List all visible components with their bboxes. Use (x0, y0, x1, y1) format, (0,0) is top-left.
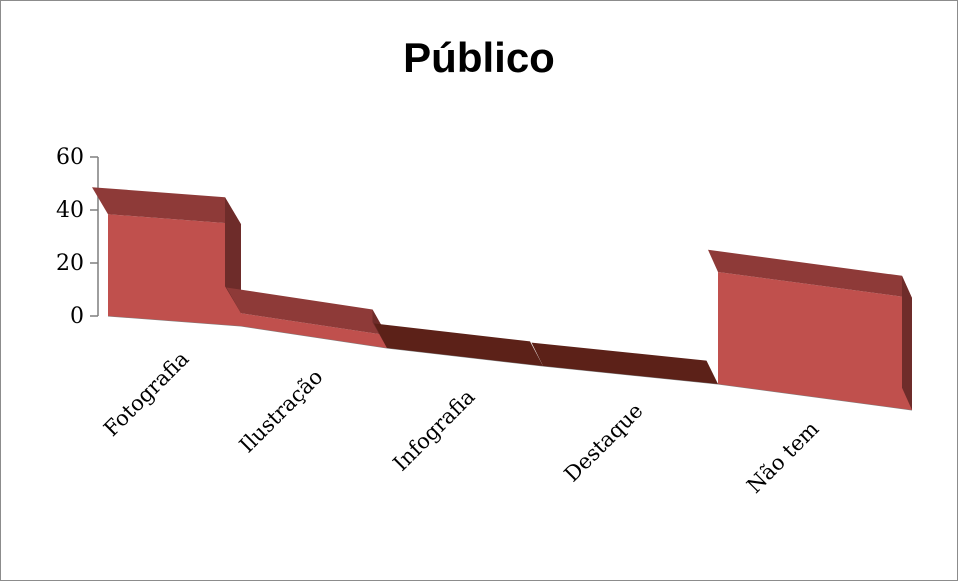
x-tick-label: Não tem (742, 417, 823, 498)
chart-title: Público (403, 34, 555, 81)
x-tick-label: Fotografia (99, 347, 194, 442)
bar-floor (531, 342, 718, 384)
bar-front (241, 313, 387, 348)
bar-ilustra-o (226, 287, 387, 348)
bar-floor (374, 323, 543, 366)
bar-infografia (374, 323, 543, 366)
bar-top (92, 187, 241, 225)
bar-n-o-tem (708, 249, 912, 410)
bar-side (225, 197, 241, 314)
bar-top (708, 249, 912, 298)
bar-side (902, 275, 912, 410)
y-tick-label: 20 (56, 251, 84, 276)
bar-top (226, 287, 387, 336)
x-tick-label: Destaque (560, 399, 648, 487)
x-tick-label: Infografia (388, 385, 479, 476)
y-tick-label: 60 (56, 145, 84, 170)
bar-destaque (531, 342, 718, 384)
bar-front (718, 272, 912, 410)
bar-fotografia (92, 187, 241, 326)
x-tick-label: Ilustração (235, 365, 328, 458)
bar-front (108, 214, 241, 326)
y-tick-label: 0 (70, 304, 84, 329)
y-tick-label: 40 (56, 198, 84, 223)
